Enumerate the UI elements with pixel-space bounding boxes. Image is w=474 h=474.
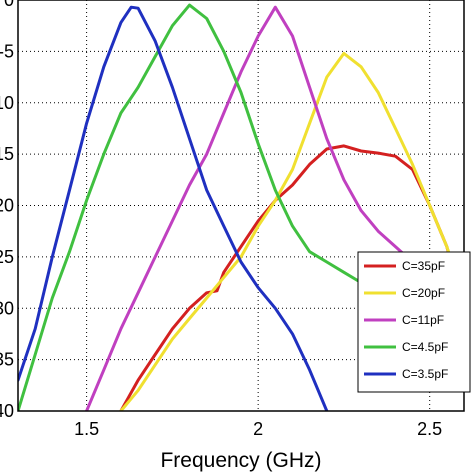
series-line <box>18 5 329 411</box>
y-tick-label: -20 <box>0 196 14 216</box>
x-tick-label: 2 <box>253 419 263 439</box>
y-tick-label: -10 <box>0 93 14 113</box>
x-tick-label: 1.5 <box>74 419 99 439</box>
y-tick-label: -30 <box>0 298 14 318</box>
legend-box <box>357 251 471 393</box>
legend-entry: C=3.5pF <box>402 367 448 381</box>
y-tick-label: -15 <box>0 144 14 164</box>
grid <box>18 0 464 412</box>
y-tick-labels: 0 -5 -10 -15 -20 -25 -30 -35 -40 <box>0 0 14 421</box>
legend-entry: C=11pF <box>402 313 444 327</box>
x-tick-label: 2.5 <box>417 419 442 439</box>
series-line <box>119 51 464 411</box>
y-tick-label: 0 <box>4 0 14 10</box>
legend: C=35pF C=20pF C=11pF C=4.5pF C=3.5pF <box>357 251 471 393</box>
legend-entry: C=35pF <box>402 259 445 273</box>
series-line <box>119 144 464 411</box>
y-tick-label: -40 <box>0 401 14 421</box>
legend-entry: C=20pF <box>402 286 445 300</box>
legend-entry: C=4.5pF <box>402 340 448 354</box>
y-tick-label: -35 <box>0 350 14 370</box>
x-axis-label: Frequency (GHz) <box>160 449 321 472</box>
plot-frame <box>17 0 465 412</box>
x-tick-labels: 1.5 2 2.5 <box>74 419 442 439</box>
y-tick-label: -25 <box>0 247 14 267</box>
y-tick-label: -5 <box>0 41 14 61</box>
